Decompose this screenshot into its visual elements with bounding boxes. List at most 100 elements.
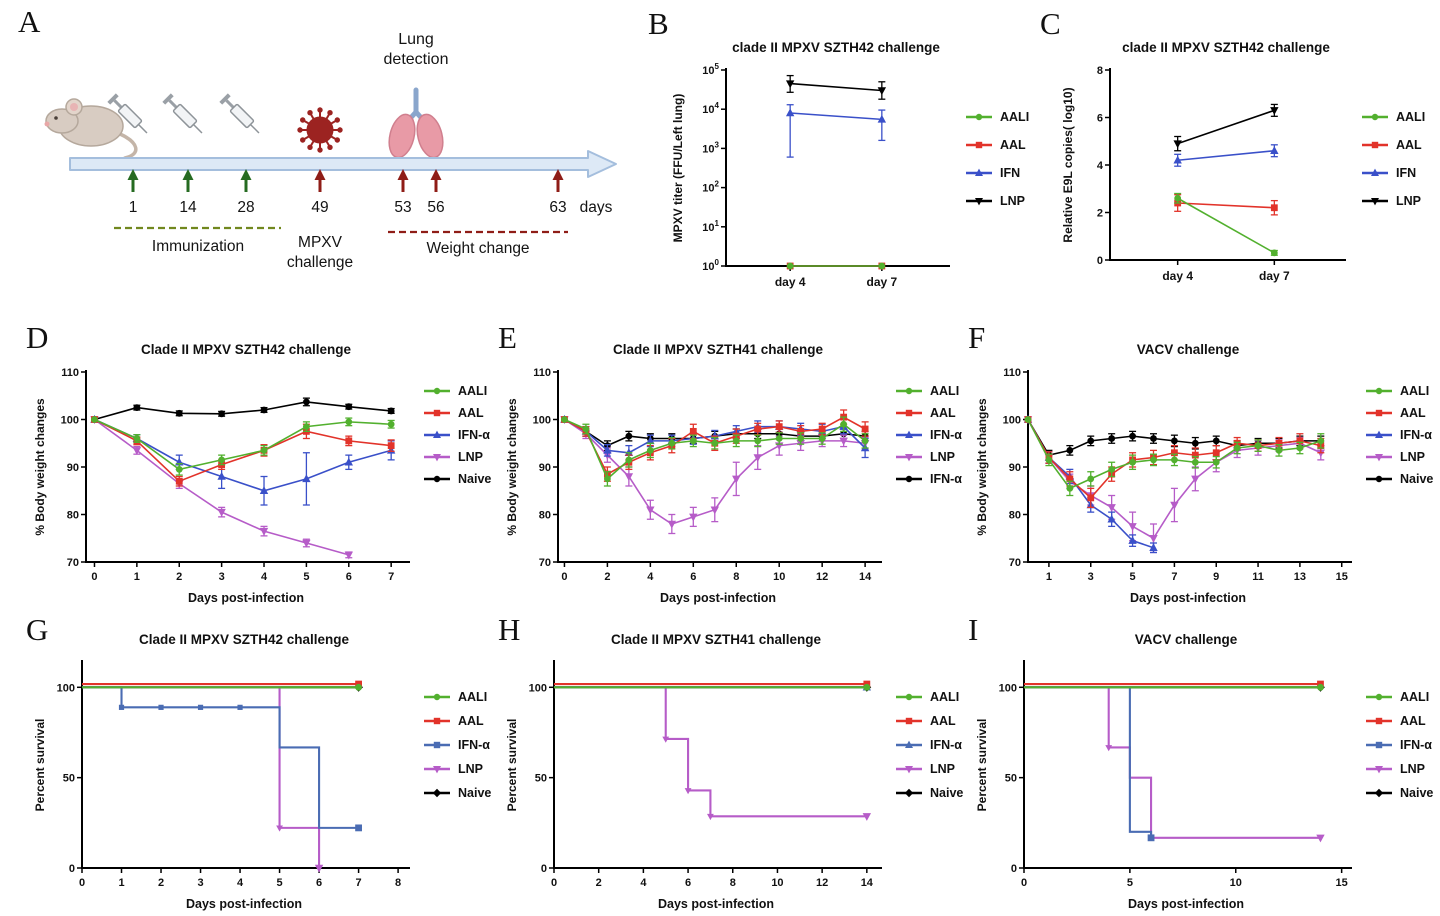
plot-svg: VACV challenge 0 50 100 0 5 10 15 Days post-infe… (975, 632, 1352, 911)
svg-text:14: 14 (859, 571, 872, 583)
legend-label: AALI (930, 384, 960, 398)
plot-svg: clade II MPXV SZTH42 challenge 100 101 102 1… (671, 40, 950, 289)
legend-item: IFN-α (1364, 738, 1433, 752)
legend-marker (1362, 168, 1388, 176)
challenge-arrow (314, 169, 326, 192)
svg-text:Days post-infection: Days post-infection (188, 591, 304, 605)
legend-item: AALI (1364, 690, 1433, 704)
svg-text:7: 7 (388, 571, 394, 583)
day-label: 49 (311, 199, 328, 216)
legend-marker (1366, 387, 1392, 395)
legend-item: Naive (894, 786, 963, 800)
day-label: 1 (129, 199, 138, 216)
legend-marker (424, 717, 450, 725)
legend-item: AAL (964, 138, 1029, 152)
svg-text:Clade II MPXV SZTH41 challenge: Clade II MPXV SZTH41 challenge (613, 342, 824, 357)
panel-c-e9l-copies: C clade II MPXV SZTH42 challenge 0 2 4 6 8 day… (1034, 6, 1438, 300)
svg-text:day 4: day 4 (1162, 269, 1193, 283)
legend-label: IFN-α (1400, 738, 1432, 752)
svg-text:clade II MPXV SZTH42 challenge: clade II MPXV SZTH42 challenge (732, 40, 940, 55)
legend-item: IFN (964, 166, 1029, 180)
legend-item: Naive (1364, 786, 1433, 800)
legend-marker (1362, 198, 1388, 206)
legend-marker (896, 430, 922, 438)
legend-item: AALI (422, 384, 491, 398)
svg-text:VACV challenge: VACV challenge (1135, 632, 1238, 647)
legend-item: AAL (422, 406, 491, 420)
svg-text:2: 2 (604, 571, 610, 583)
svg-text:clade II MPXV SZTH42 challenge: clade II MPXV SZTH42 challenge (1122, 40, 1330, 55)
legend-label: Naive (1400, 786, 1434, 800)
chart-legend: AALI AAL IFN LNP (964, 110, 1029, 208)
svg-text:Days post-infection: Days post-infection (658, 897, 774, 911)
legend-item: LNP (1364, 762, 1433, 776)
legend-item: AAL (1364, 714, 1433, 728)
legend-item: IFN-α (1364, 428, 1433, 442)
legend-marker (966, 113, 992, 121)
plot-svg: clade II MPXV SZTH42 challenge 0 2 4 6 8 day 4… (1061, 40, 1346, 283)
legend-item: AAL (894, 406, 962, 420)
svg-text:3: 3 (1088, 571, 1094, 583)
legend-item: LNP (422, 450, 491, 464)
legend-item: IFN-α (422, 738, 491, 752)
legend-item: LNP (964, 194, 1029, 208)
panel-b-viral-titer: B clade II MPXV SZTH42 challenge 100 101 10… (642, 6, 1034, 306)
legend-item: LNP (422, 762, 491, 776)
panel-e-weight-szth41: E Clade II MPXV SZTH41 challenge 70 80 90 10… (492, 320, 964, 610)
svg-text:6: 6 (690, 571, 696, 583)
legend-label: Naive (1400, 472, 1434, 486)
panel-letter-c: C (1040, 6, 1061, 41)
legend-marker (896, 788, 922, 798)
svg-text:5: 5 (276, 877, 282, 889)
svg-text:50: 50 (535, 773, 547, 785)
legend-label: IFN-α (930, 738, 962, 752)
svg-text:1: 1 (134, 571, 140, 583)
legend-label: Naive (458, 786, 492, 800)
legend-marker (896, 693, 922, 701)
legend-marker (424, 387, 450, 395)
svg-text:13: 13 (1294, 571, 1306, 583)
legend-label: AAL (1400, 714, 1426, 728)
svg-text:day 7: day 7 (1259, 269, 1290, 283)
legend-item: AALI (1364, 384, 1433, 398)
legend-item: Naive (422, 786, 491, 800)
day-label: 28 (237, 199, 254, 216)
svg-text:% Body weight changes: % Body weight changes (33, 398, 47, 536)
svg-text:MPXV titer (FFU/Left lung): MPXV titer (FFU/Left lung) (671, 94, 685, 243)
weight-change-label: Weight change (426, 240, 529, 257)
svg-text:% Body weight changes: % Body weight changes (505, 398, 519, 536)
legend-label: AALI (930, 690, 960, 704)
svg-text:7: 7 (356, 877, 362, 889)
legend-label: LNP (1400, 762, 1425, 776)
legend-item: IFN-α (894, 738, 963, 752)
svg-text:8: 8 (1097, 65, 1103, 77)
legend-label: AALI (458, 384, 488, 398)
svg-text:2: 2 (1097, 208, 1103, 220)
legend-marker (966, 198, 992, 206)
panel-letter-e: E (498, 320, 517, 355)
svg-text:6: 6 (346, 571, 352, 583)
svg-text:4: 4 (261, 571, 268, 583)
chart-survival-szth42: Clade II MPXV SZTH42 challenge 0 50 100 0 1 2 3… (30, 628, 492, 916)
chart-survival-vacv: VACV challenge 0 50 100 0 5 10 15 Days post-infe… (972, 628, 1438, 916)
legend-label: AAL (458, 714, 484, 728)
svg-text:100: 100 (57, 682, 75, 694)
panel-letter-i: I (968, 612, 979, 647)
legend-label: AALI (1400, 384, 1430, 398)
svg-text:Days post-infection: Days post-infection (660, 591, 776, 605)
legend-marker (896, 475, 922, 483)
svg-text:15: 15 (1336, 877, 1348, 889)
svg-text:2: 2 (596, 877, 602, 889)
svg-text:0: 0 (1021, 877, 1027, 889)
legend-label: AAL (1400, 406, 1426, 420)
day-label: 56 (427, 199, 444, 216)
legend-label: LNP (458, 450, 483, 464)
legend-label: AAL (930, 406, 956, 420)
legend-item: AALI (1360, 110, 1425, 124)
svg-text:100: 100 (533, 415, 551, 427)
immunization-arrow (182, 169, 194, 192)
plot-svg: Clade II MPXV SZTH42 challenge 0 50 100 0 1 2 3… (33, 632, 410, 911)
days-unit-label: days (580, 199, 613, 216)
svg-text:50: 50 (1005, 773, 1017, 785)
